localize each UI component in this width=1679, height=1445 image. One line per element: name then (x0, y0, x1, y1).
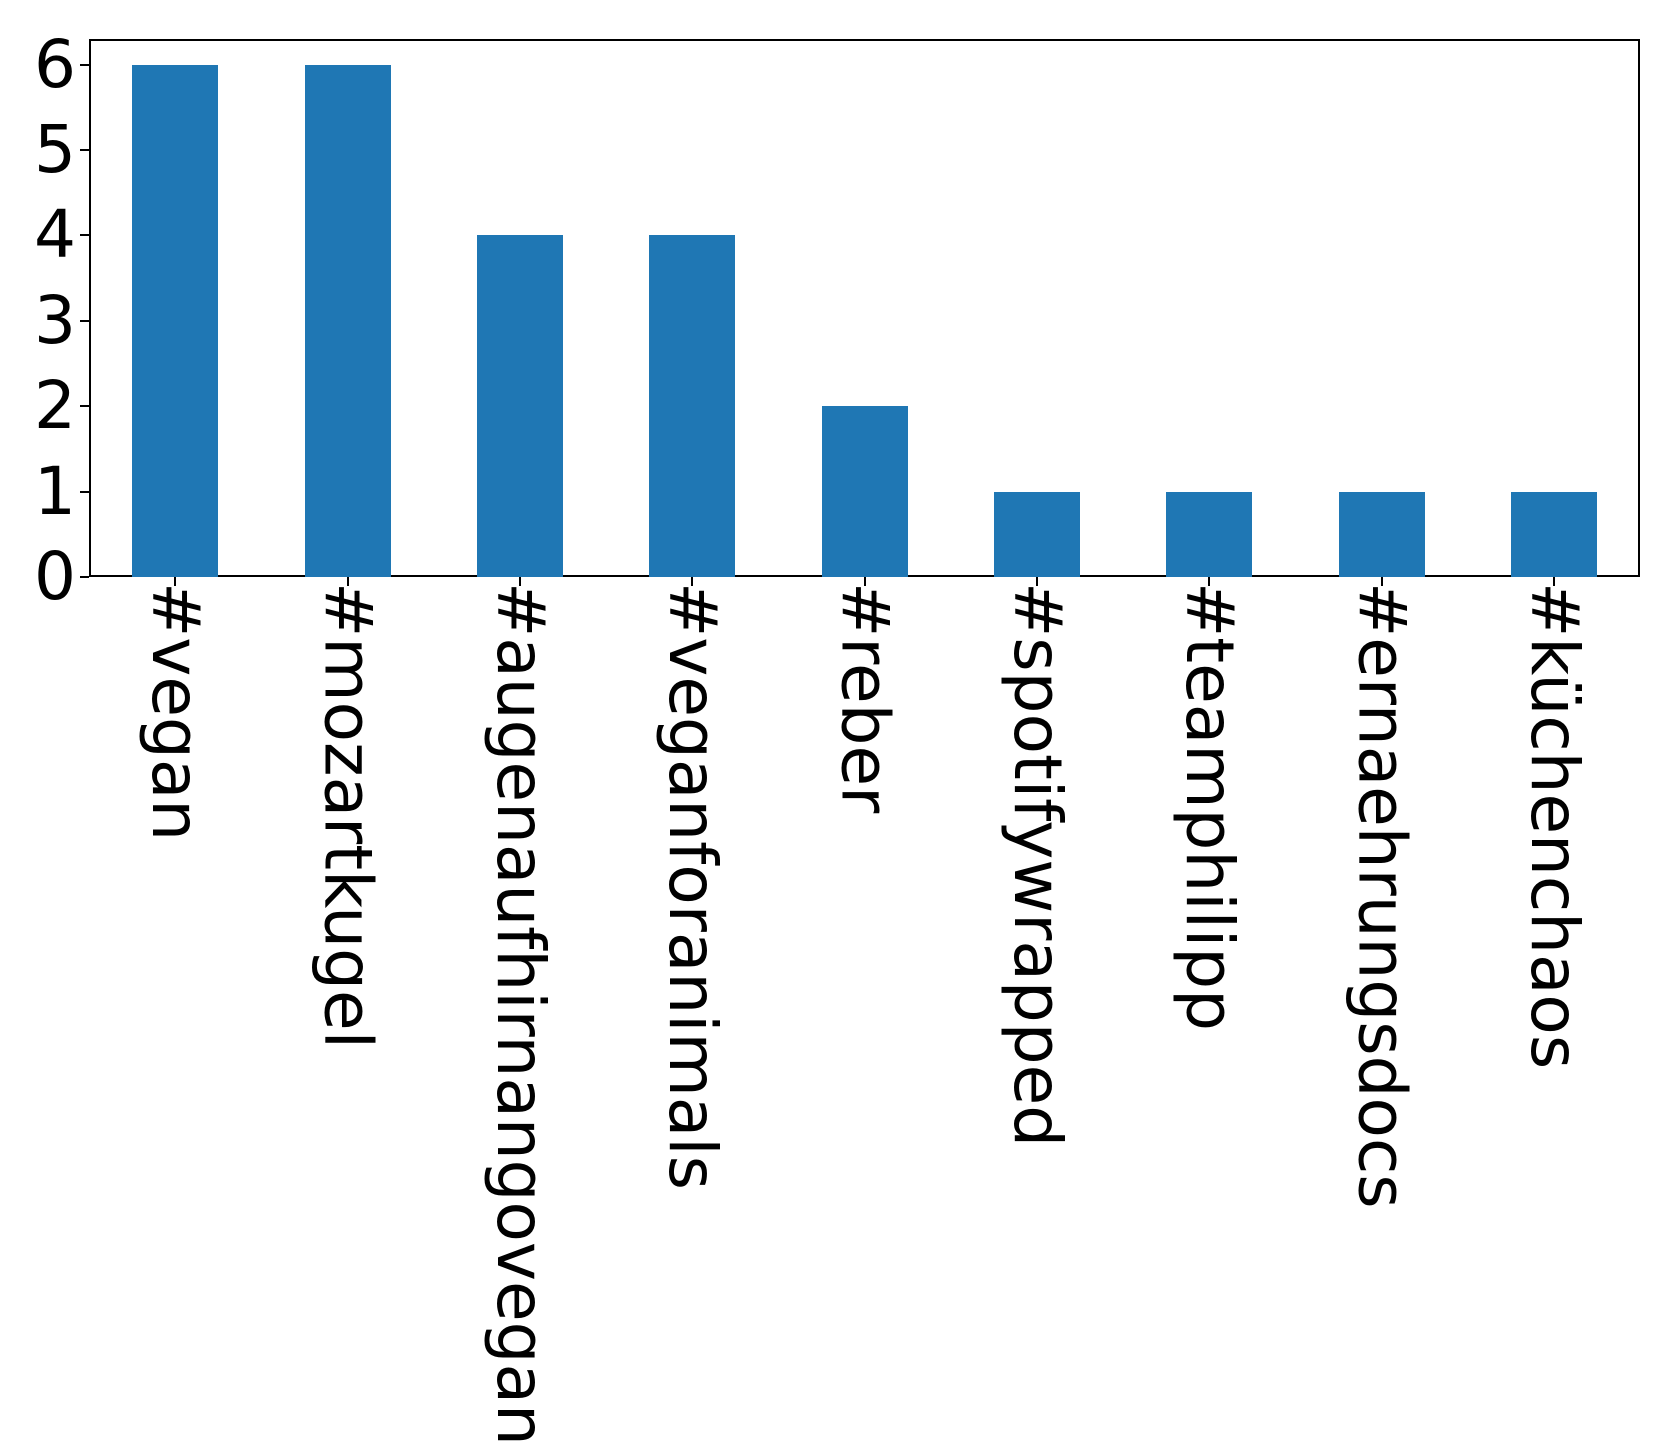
bar (1339, 492, 1425, 577)
x-tick-mark (1552, 577, 1555, 586)
y-tick-label: 3 (34, 281, 76, 359)
x-tick-label: #augenaufhirnangovegan (481, 582, 559, 1445)
y-tick-mark (80, 319, 89, 322)
y-tick-mark (80, 576, 89, 578)
bar (477, 235, 563, 577)
y-tick-mark (80, 234, 89, 237)
bar (305, 65, 391, 577)
x-tick-label: #reber (826, 582, 904, 814)
y-tick-label: 0 (34, 538, 76, 615)
y-tick-label: 4 (34, 196, 76, 274)
y-tick-mark (80, 63, 89, 66)
x-tick-mark (1035, 577, 1038, 586)
y-tick-label: 5 (34, 111, 76, 189)
x-tick-label: #küchenchaos (1515, 582, 1593, 1070)
y-tick-mark (80, 490, 89, 493)
bar (822, 406, 908, 577)
y-tick-label: 6 (34, 25, 76, 103)
y-tick-mark (80, 405, 89, 408)
x-tick-mark (1208, 577, 1211, 586)
x-tick-mark (1380, 577, 1383, 586)
bar (1511, 492, 1597, 577)
bar (649, 235, 735, 577)
y-tick-label: 2 (34, 367, 76, 445)
x-tick-label: #ernaehrungsdocs (1343, 582, 1421, 1209)
y-tick-mark (80, 149, 89, 152)
bar (132, 65, 218, 577)
x-tick-label: #mozartkugel (309, 582, 387, 1049)
x-tick-label: #spotifywrapped (998, 582, 1076, 1148)
x-tick-label: #veganforanimals (654, 582, 732, 1190)
y-tick-label: 1 (34, 452, 76, 530)
x-tick-mark (518, 577, 521, 586)
bar (1166, 492, 1252, 577)
x-tick-mark (691, 577, 694, 586)
x-tick-mark (863, 577, 866, 586)
x-tick-label: #vegan (137, 582, 215, 842)
x-tick-mark (174, 577, 177, 586)
x-tick-mark (346, 577, 349, 586)
x-tick-label: #teamphilipp (1171, 582, 1249, 1032)
bar (994, 492, 1080, 577)
